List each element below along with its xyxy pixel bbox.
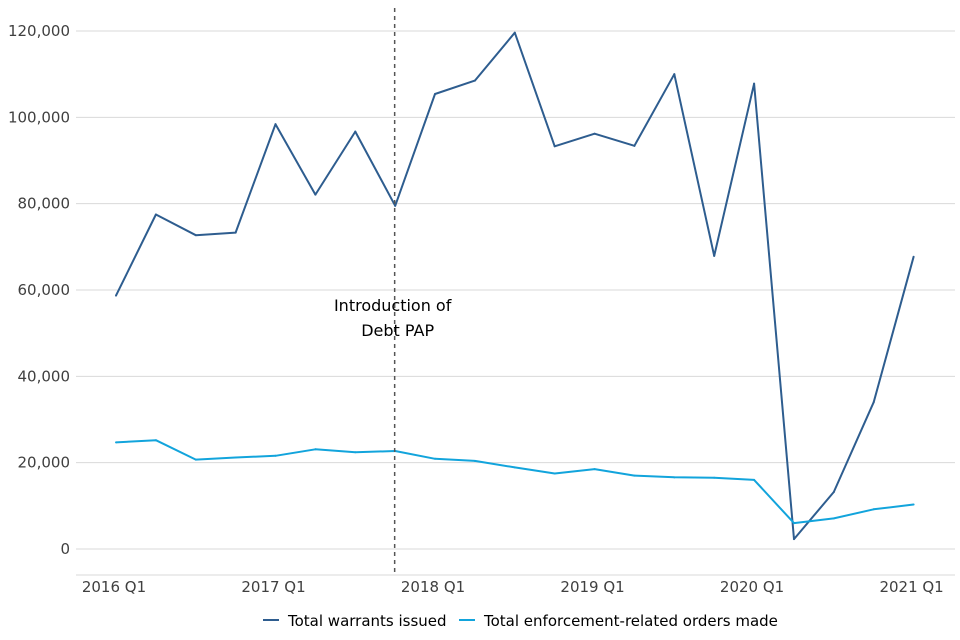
- data-point: [553, 145, 556, 148]
- y-tick-label: 120,000: [8, 22, 70, 40]
- x-tick-label: 2018 Q1: [401, 578, 465, 596]
- data-point: [314, 193, 317, 196]
- data-point: [434, 93, 437, 96]
- series-line-1: [115, 439, 914, 525]
- x-tick-label: 2021 Q1: [879, 578, 943, 596]
- data-point: [792, 522, 795, 525]
- legend-label-warrants: Total warrants issued: [287, 612, 447, 630]
- data-point: [234, 456, 237, 459]
- data-point: [912, 255, 915, 258]
- x-axis-tick-labels: 2016 Q1 2017 Q1 2018 Q1 2019 Q1 2020 Q1 2021 …: [82, 578, 944, 596]
- data-point: [673, 476, 676, 479]
- annotation-text-line2: Debt PAP: [361, 321, 434, 340]
- data-point: [394, 204, 397, 207]
- data-point: [194, 458, 197, 461]
- data-point: [513, 466, 516, 469]
- data-point: [593, 468, 596, 471]
- y-tick-label: 100,000: [8, 108, 70, 126]
- legend-label-orders: Total enforcement-related orders made: [483, 612, 778, 630]
- data-point: [434, 457, 437, 460]
- y-tick-label: 60,000: [18, 281, 71, 299]
- x-tick-label: 2016 Q1: [82, 578, 146, 596]
- data-point: [713, 254, 716, 257]
- data-point: [753, 82, 756, 85]
- data-point: [115, 441, 117, 444]
- data-point: [633, 474, 636, 477]
- data-point: [912, 503, 915, 506]
- data-point: [274, 454, 277, 457]
- data-point: [194, 234, 197, 237]
- gridlines: [76, 30, 955, 550]
- y-tick-label: 80,000: [18, 195, 71, 213]
- data-point: [593, 132, 596, 135]
- data-point: [234, 231, 237, 234]
- data-point: [832, 517, 835, 520]
- data-point: [872, 508, 875, 511]
- data-point: [792, 538, 795, 541]
- data-point: [354, 451, 357, 454]
- x-tick-label: 2020 Q1: [720, 578, 784, 596]
- data-point: [274, 123, 277, 126]
- data-point: [473, 79, 476, 82]
- annotation-text-line1: Introduction of: [334, 296, 452, 315]
- y-tick-label: 0: [60, 540, 70, 558]
- y-tick-label: 40,000: [18, 367, 71, 385]
- data-point: [633, 144, 636, 147]
- data-point: [154, 213, 157, 216]
- x-tick-label: 2019 Q1: [560, 578, 624, 596]
- data-point: [354, 130, 357, 133]
- data-point: [314, 448, 317, 451]
- data-point: [513, 31, 516, 34]
- data-point: [473, 459, 476, 462]
- data-point: [753, 478, 756, 481]
- y-axis-tick-labels: 0 20,000 40,000 60,000 80,000 100,000 120,000: [8, 22, 70, 558]
- data-point: [115, 294, 117, 297]
- data-point: [872, 401, 875, 404]
- data-point: [832, 491, 835, 494]
- data-point: [713, 476, 716, 479]
- series-layer: [115, 31, 915, 541]
- y-tick-label: 20,000: [18, 454, 71, 472]
- annotation-layer: Introduction of Debt PAP: [334, 8, 452, 575]
- data-point: [673, 73, 676, 76]
- x-tick-label: 2017 Q1: [241, 578, 305, 596]
- legend: Total warrants issued Total enforcement-…: [263, 612, 778, 630]
- data-point: [154, 439, 157, 442]
- data-point: [553, 472, 556, 475]
